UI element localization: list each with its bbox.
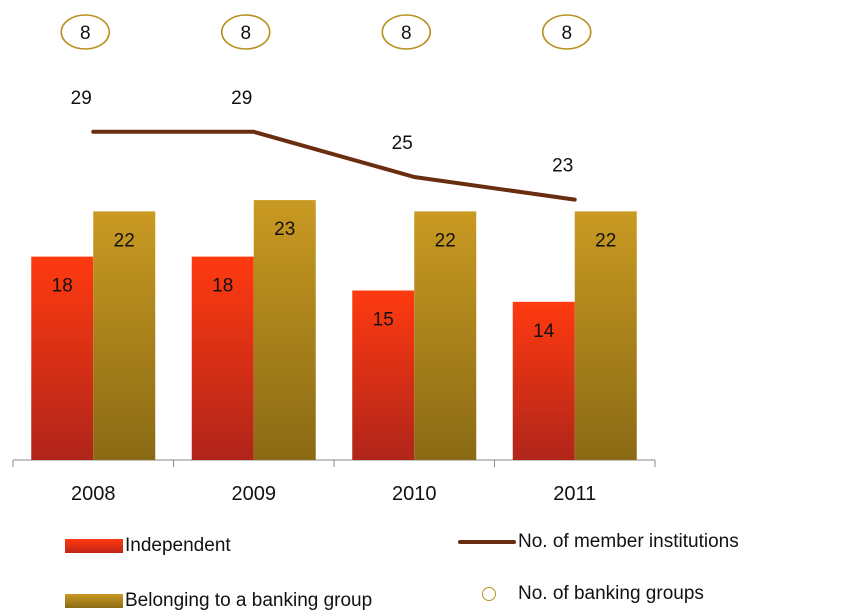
member-institutions-line — [91, 129, 577, 202]
legend-banking-group-swatch — [65, 594, 123, 608]
bar-independent-label: 15 — [373, 310, 394, 331]
banking-groups-value: 8 — [240, 23, 251, 44]
bar-banking-group — [253, 200, 316, 460]
x-axis: 2008 2009 2010 2011 — [12, 459, 656, 500]
legend-banking-group-label: Belonging to a banking group — [125, 590, 373, 611]
banking-groups-value: 8 — [80, 23, 91, 44]
legend-member-institutions: No. of member institutions — [458, 531, 739, 553]
bar-independent — [352, 290, 415, 460]
banking-groups-value: 8 — [401, 23, 412, 44]
bar-banking-group-label: 22 — [435, 230, 456, 251]
bar-banking-group-label: 22 — [114, 230, 135, 251]
x-tick-label: 2009 — [232, 483, 277, 500]
banking-group-circles: 8 8 8 8 — [60, 14, 592, 50]
chart-area: 2008 2009 2010 2011 18 22 29 18 23 29 15 22 25 14 22 2… — [12, 14, 656, 500]
x-tick-label: 2010 — [392, 483, 437, 500]
line-value-label: 23 — [552, 156, 573, 177]
legend-banking-groups-swatch — [482, 587, 496, 601]
banking-groups-circle — [60, 14, 111, 50]
legend-independent-swatch — [65, 539, 123, 553]
legend-member-institutions-label: No. of member institutions — [518, 531, 739, 552]
banking-groups-circle — [220, 14, 271, 50]
bar-banking-group-label: 23 — [274, 219, 295, 240]
bar-banking-group — [414, 211, 477, 460]
banking-groups-value: 8 — [561, 23, 572, 44]
x-tick-label: 2008 — [71, 483, 116, 500]
bar-independent-label: 14 — [533, 321, 555, 342]
banking-groups-circle — [541, 14, 592, 50]
legend-banking-group: Belonging to a banking group — [65, 590, 372, 612]
bar-banking-group — [93, 211, 156, 460]
bars — [31, 200, 637, 460]
x-tick-label: 2011 — [553, 483, 596, 500]
bar-banking-group-label: 22 — [595, 230, 616, 251]
member-institutions-polyline — [91, 129, 577, 202]
legend-independent-label: Independent — [125, 535, 231, 556]
line-value-label: 29 — [71, 88, 92, 109]
bar-independent — [191, 256, 254, 460]
legend-banking-groups-label: No. of banking groups — [518, 583, 704, 604]
bar-independent — [31, 256, 94, 460]
bar-independent-label: 18 — [52, 276, 73, 297]
line-value-label: 29 — [231, 88, 252, 109]
legend-banking-groups: No. of banking groups — [458, 583, 704, 605]
legend-member-institutions-swatch — [458, 540, 516, 544]
data-labels: 18 22 29 18 23 29 15 22 25 14 22 23 — [52, 88, 617, 342]
bar-independent — [512, 301, 575, 460]
legend-independent: Independent — [65, 535, 231, 557]
bar-independent-label: 18 — [212, 276, 233, 297]
banking-groups-circle — [381, 14, 432, 50]
bar-banking-group — [574, 211, 637, 460]
line-value-label: 25 — [392, 133, 413, 154]
